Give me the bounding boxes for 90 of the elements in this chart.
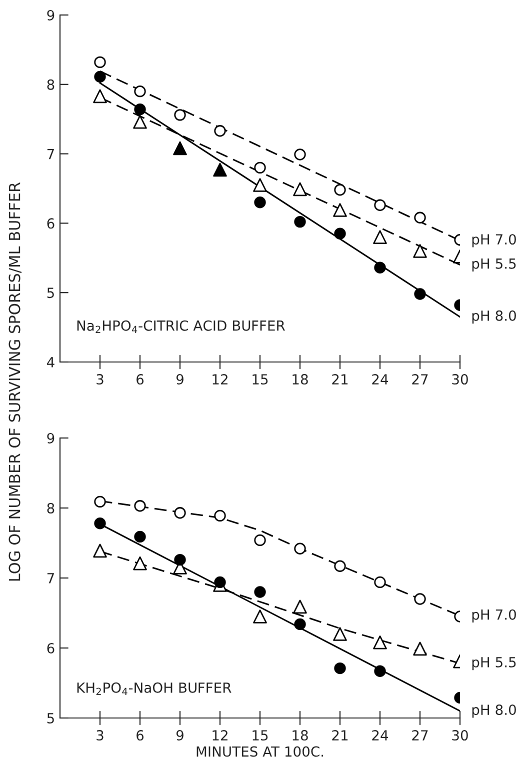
point [134,85,146,98]
point [334,662,346,674]
point [214,576,226,588]
x-tick-label: 24 [372,374,388,384]
point [254,586,266,598]
x-tick-label: 15 [252,730,268,741]
x-tick-label: 21 [332,374,348,384]
y-tick-label: 9 [47,10,54,20]
point [214,125,226,137]
point [93,544,107,558]
x-tick-label: 9 [176,730,184,741]
point [134,104,146,116]
series-label: pH 7.0 [472,234,516,248]
point [334,228,346,240]
point [174,109,186,121]
point [134,530,146,543]
point [254,196,266,208]
x-tick-label: 6 [136,730,144,741]
point [293,600,307,614]
x-tick-label: 9 [176,374,184,385]
y-tick-label: 8 [47,502,54,514]
annotation: KH$_{2}$PO$_{4}$-NaOH BUFFER [77,682,232,695]
point [93,89,107,104]
series-label: pH 8.0 [472,704,516,718]
series-label: pH 5.5 [472,657,516,670]
point [133,114,147,129]
point [294,148,306,160]
point [293,182,307,196]
point [374,665,386,677]
point [414,212,426,224]
y-tick-label: 6 [47,218,54,229]
point [94,518,106,530]
point [413,642,427,656]
point [414,288,426,300]
point [174,507,186,519]
series-label: pH 7.0 [472,609,516,623]
point [334,184,346,196]
x-tick-label: 18 [292,374,308,385]
x-tick-label: 30 [452,374,468,385]
x-tick-label: 3 [96,374,104,385]
y-tick-label: 4 [46,357,54,368]
x-tick-label: 15 [252,374,268,385]
y-tick-label: 7 [47,573,54,584]
point [94,70,106,83]
point [94,56,106,68]
y-tick-label: 6 [47,642,54,654]
point [133,556,147,570]
point [414,593,426,605]
x-tick-label: 12 [212,730,228,740]
point [254,534,266,546]
point [333,627,347,641]
x-tick-label: 27 [412,730,428,740]
point [294,542,306,554]
x-tick-label: 21 [332,730,348,740]
point [413,244,427,258]
point [333,203,347,217]
y-tick-label: 5 [47,288,54,298]
point [253,610,267,624]
x-tick-label: 6 [136,374,144,385]
y-tick-label: 8 [47,79,54,90]
point [134,500,146,512]
point [294,216,306,228]
point [254,162,266,174]
point [374,199,386,211]
x-tick-label: 27 [412,374,428,384]
x-tick-label: 12 [212,374,228,384]
x-tick-label: 24 [372,730,388,740]
point [373,635,387,650]
x-tick-label: 30 [452,730,468,741]
x-tick-label: 3 [96,730,104,741]
y-tick-label: 9 [47,432,54,444]
point [294,618,306,630]
x-axis-title: MINUTES AT 100C. [196,746,324,757]
point [173,141,187,156]
y-tick-label: 7 [47,148,54,160]
point [374,576,386,588]
point [253,178,267,192]
point [213,162,227,177]
point [373,230,387,244]
x-tick-label: 18 [292,730,308,741]
point [334,560,346,572]
series-label: pH 8.0 [472,310,516,324]
point [374,262,386,274]
point [94,496,106,508]
series-label: pH 5.5 [472,258,516,272]
y-axis-title: LOG OF NUMBER OF SURVIVING SPORES/ML BUFFER [8,182,22,581]
annotation: Na$_{2}$HPO$_{4}$-CITRIC ACID BUFFER [77,320,285,333]
y-tick-label: 5 [47,713,54,724]
point [174,554,186,566]
point [214,510,226,522]
